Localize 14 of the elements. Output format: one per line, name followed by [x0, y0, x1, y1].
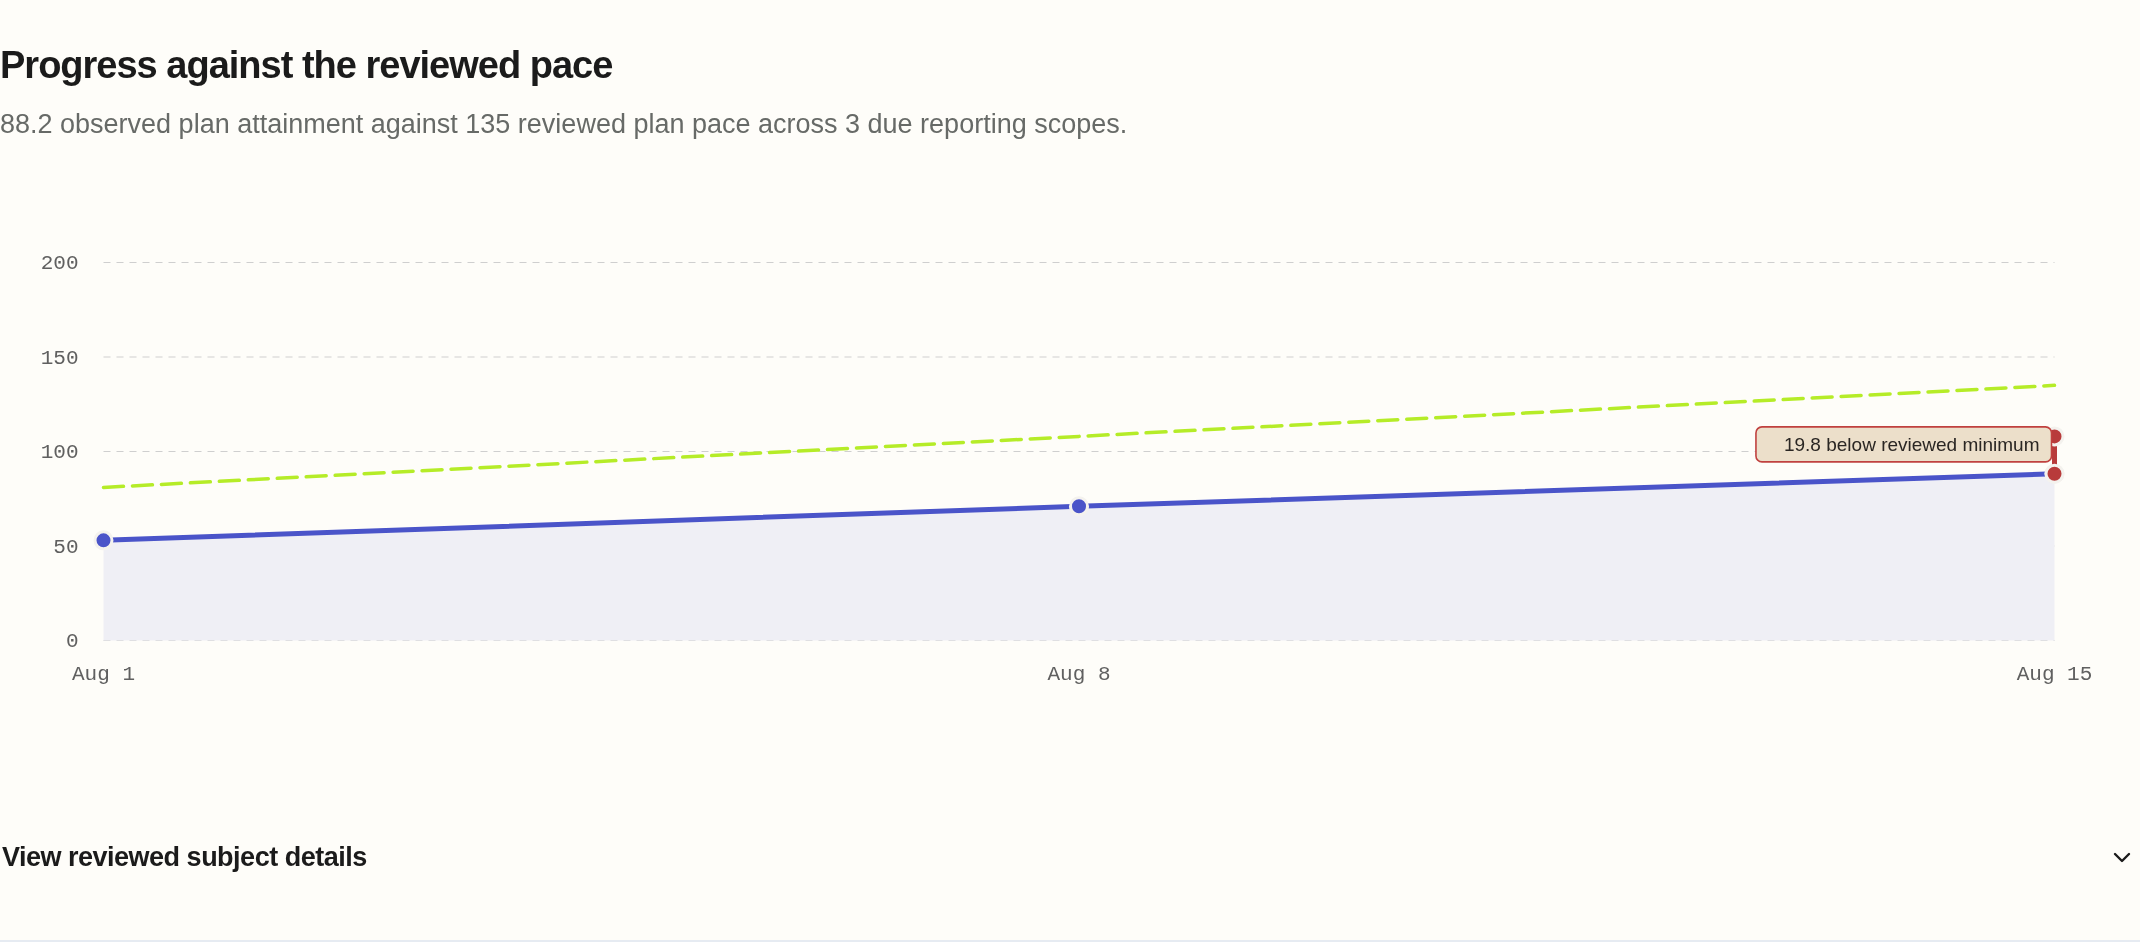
point [93, 530, 114, 551]
y-tick-label: 50 [53, 535, 79, 559]
y-tick-label: 0 [65, 630, 79, 653]
x-tick-label: Aug 8 [1047, 662, 1111, 686]
y-tick-label: 150 [40, 346, 79, 370]
annotation: 19.8 below reviewed minimum [1783, 433, 2040, 455]
chart-title: Progress against the reviewed pace [0, 43, 613, 86]
chart-subtitle: 88.2 observed plan attainment against 135 reviewed plan pace across 3 due reporting scopes. [0, 108, 1128, 140]
text: View reviewed subject details [2, 841, 367, 874]
x-tick-label: Aug 15 [2016, 662, 2093, 686]
y-tick-label: 200 [40, 252, 79, 275]
point [1069, 496, 1089, 517]
y-tick-label: 100 [40, 441, 79, 464]
x-tick-label: Aug 1 [71, 662, 136, 686]
